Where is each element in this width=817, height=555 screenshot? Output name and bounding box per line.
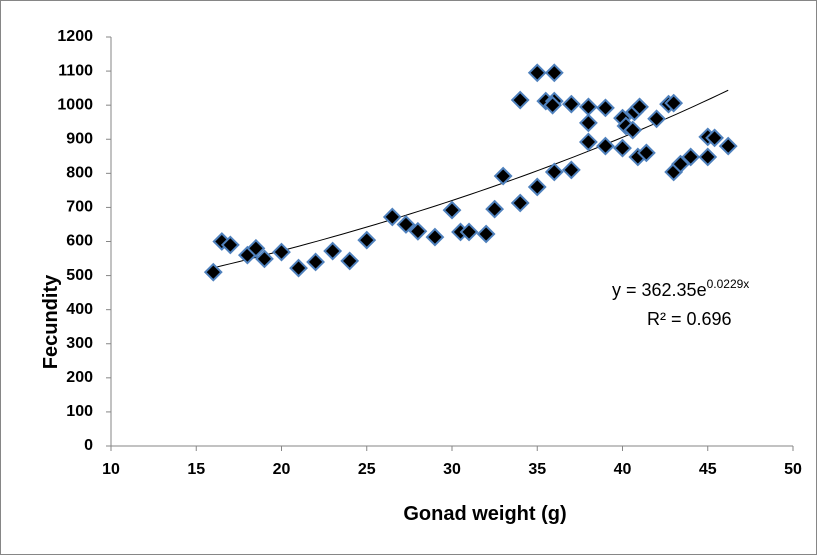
x-tick-label: 25 (358, 461, 376, 478)
scatter-point (578, 132, 598, 152)
scatter-point (664, 93, 684, 113)
x-tick-label: 35 (528, 461, 546, 478)
scatter-point (578, 113, 598, 133)
scatter-point (561, 160, 581, 180)
scatter-point (442, 200, 462, 220)
x-tick-label: 30 (443, 461, 461, 478)
y-tick-label: 900 (66, 130, 93, 147)
scatter-point (510, 193, 530, 213)
y-tick-label: 300 (66, 335, 93, 352)
scatter-point (306, 252, 326, 272)
scatter-point (357, 230, 377, 250)
scatter-point (636, 143, 656, 163)
scatter-point (220, 235, 240, 255)
scatter-point (623, 120, 643, 140)
scatter-point (543, 95, 563, 115)
y-tick-label: 400 (66, 301, 93, 318)
scatter-point (425, 227, 445, 247)
y-tick-label: 1200 (57, 28, 93, 45)
scatter-point (408, 221, 428, 241)
scatter-point (396, 215, 416, 234)
y-tick-label: 0 (84, 437, 93, 454)
scatter-point (705, 128, 724, 148)
scatter-point (681, 147, 701, 167)
x-axis-label: Gonad weight (g) (403, 503, 566, 525)
scatter-point (544, 162, 564, 182)
scatter-point (698, 147, 718, 167)
scatter-point (527, 63, 547, 83)
y-tick-label: 500 (66, 267, 93, 284)
x-tick-label: 20 (273, 461, 291, 478)
equation-base: y = 362.35e (612, 280, 707, 300)
scatter-point (323, 241, 343, 261)
y-tick-label: 200 (66, 369, 93, 386)
scatter-point (203, 262, 223, 282)
trendline (213, 89, 729, 269)
scatter-point (382, 207, 402, 227)
scatter-point (476, 224, 496, 244)
x-tick-label: 40 (614, 461, 632, 478)
trend-equation: y = 362.35e0.0229x (612, 277, 749, 300)
scatter-point (596, 98, 615, 118)
equation-exponent: 0.0229x (707, 277, 750, 291)
y-tick-label: 600 (66, 233, 93, 250)
scatter-point (493, 166, 513, 186)
scatter-point (255, 249, 274, 269)
scatter-point (289, 258, 308, 278)
scatter-point (561, 94, 581, 114)
r-squared: R² = 0.696 (647, 309, 732, 329)
y-tick-label: 700 (66, 199, 93, 216)
y-tick-label: 100 (66, 403, 93, 420)
scatter-point (596, 136, 615, 156)
scatter-point (630, 97, 649, 117)
scatter-point (459, 222, 479, 242)
scatter-point (718, 136, 738, 156)
scatter-point (544, 63, 564, 83)
x-tick-label: 15 (187, 461, 205, 478)
x-tick-label: 50 (784, 461, 802, 478)
scatter-point (527, 177, 547, 197)
y-tick-label: 800 (66, 165, 93, 182)
y-axis-label: Fecundity (40, 274, 62, 369)
x-tick-label: 45 (699, 461, 717, 478)
scatter-point (647, 109, 667, 129)
scatter-point (613, 138, 632, 158)
scatter-point (485, 199, 505, 219)
scatter-point (246, 238, 266, 258)
scatter-point (272, 242, 291, 262)
scatter-point (340, 251, 360, 271)
y-tick-label: 1000 (57, 96, 93, 113)
x-tick-label: 10 (102, 461, 120, 478)
scatter-point (510, 90, 530, 110)
y-tick-label: 1100 (58, 62, 93, 79)
